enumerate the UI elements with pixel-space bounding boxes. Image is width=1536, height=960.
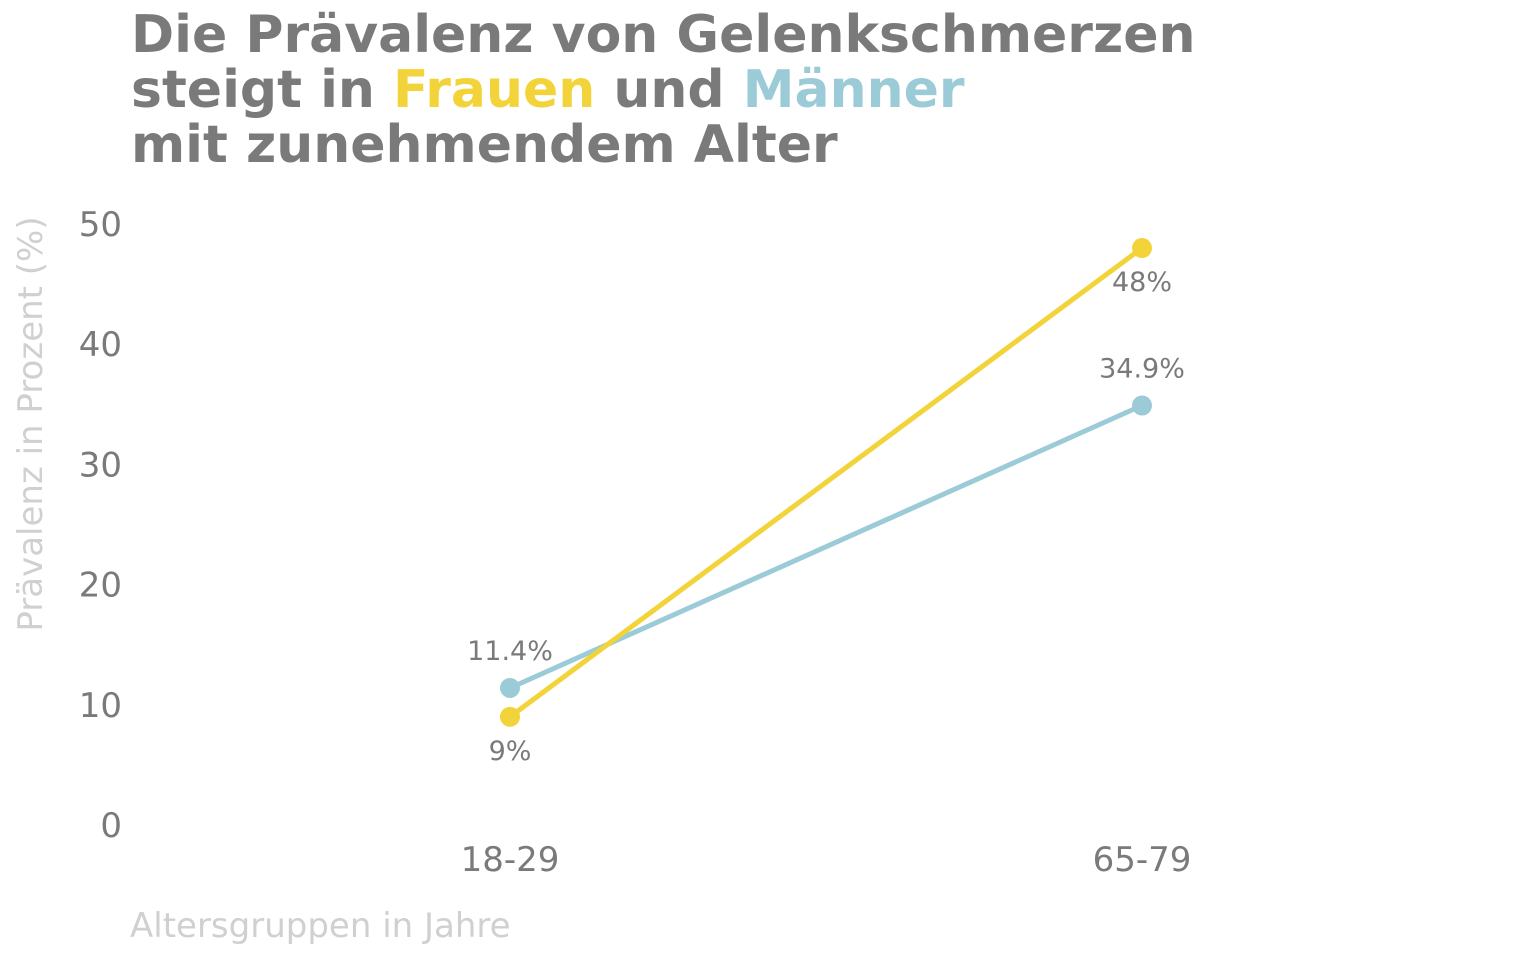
title-highlight-men: Männer xyxy=(742,60,965,120)
data-point xyxy=(500,677,520,698)
x-tick-label: 65-79 xyxy=(1093,840,1192,880)
title-line-3: mit zunehmendem Alter xyxy=(131,115,838,175)
title-line-2-middle: und xyxy=(595,60,743,120)
data-point xyxy=(1132,238,1152,259)
data-label: 48% xyxy=(1112,267,1172,298)
y-tick-label: 30 xyxy=(79,445,122,485)
value-labels: 9% 48% 11.4% 34.9% xyxy=(467,267,1185,767)
data-label: 34.9% xyxy=(1099,354,1185,385)
series-lines xyxy=(507,245,1145,720)
x-tick-label: 18-29 xyxy=(461,840,560,880)
y-tick-label: 50 xyxy=(79,205,122,245)
title-line-2-prefix: steigt in xyxy=(131,60,394,120)
series-line-frauen xyxy=(507,245,1145,720)
chart-title: Die Prävalenz von Gelenkschmerzen steigt… xyxy=(131,8,1196,173)
x-axis-title: Altersgruppen in Jahre xyxy=(130,906,511,946)
y-axis-title: Prävalenz in Prozent (%) xyxy=(11,216,51,631)
y-axis-ticks: 0 10 20 30 40 50 xyxy=(79,205,122,846)
data-label: 11.4% xyxy=(467,636,553,667)
series-points xyxy=(500,238,1152,727)
data-point xyxy=(1132,395,1152,416)
data-point xyxy=(500,706,520,727)
y-tick-label: 10 xyxy=(79,686,122,726)
x-axis-ticks: 18-29 65-79 xyxy=(461,840,1192,880)
title-line-2: steigt in Frauen und Männer xyxy=(131,63,1196,118)
y-tick-label: 0 xyxy=(100,806,122,846)
y-tick-label: 40 xyxy=(79,325,122,365)
title-highlight-women: Frauen xyxy=(393,60,596,120)
y-tick-label: 20 xyxy=(79,566,122,606)
data-label: 9% xyxy=(489,736,532,767)
title-line-1: Die Prävalenz von Gelenkschmerzen xyxy=(131,5,1196,65)
